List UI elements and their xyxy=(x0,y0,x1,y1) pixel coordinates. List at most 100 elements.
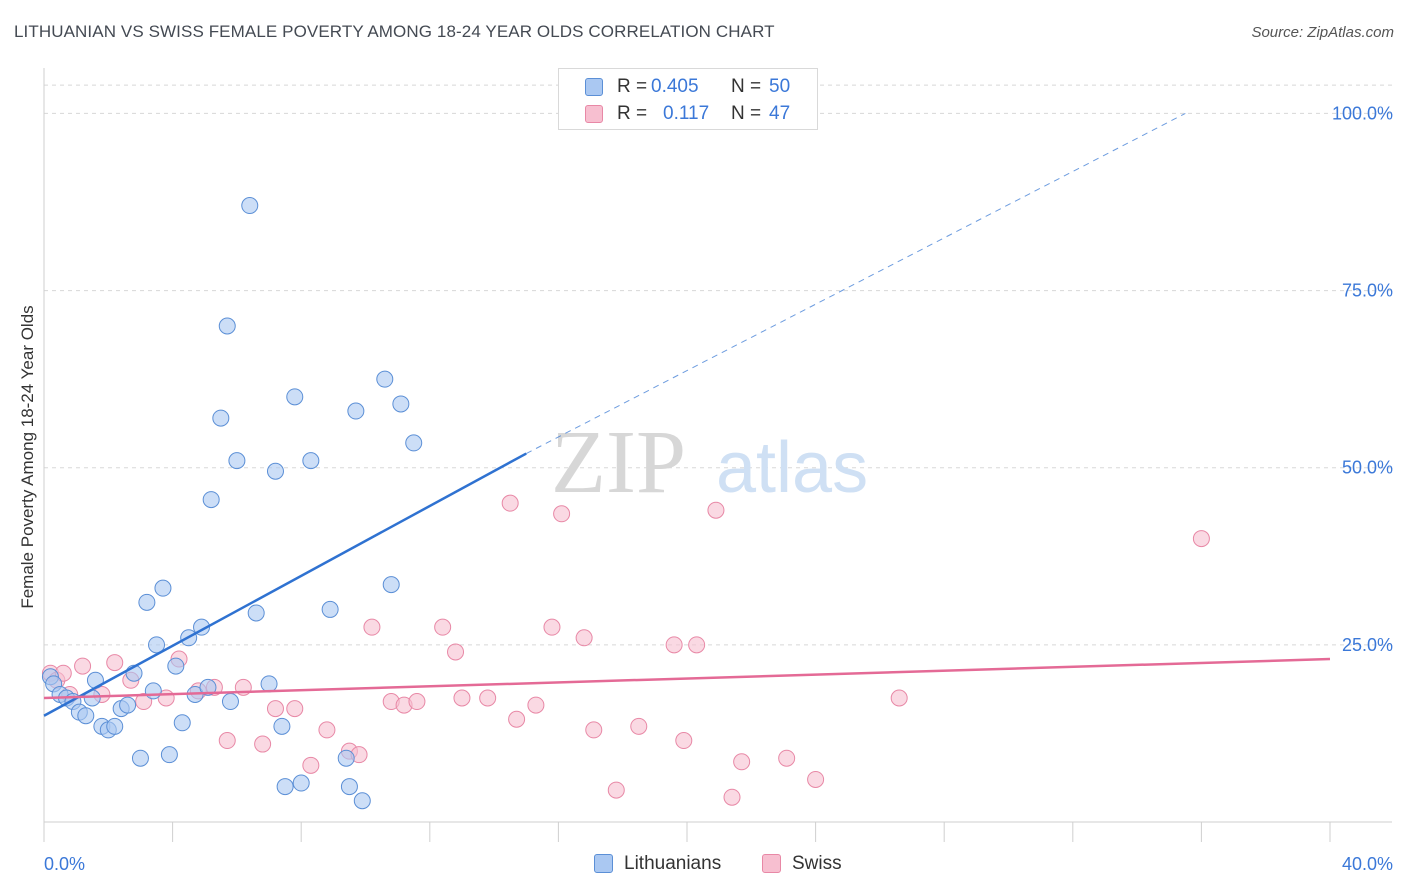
legend-swatch-blue xyxy=(585,78,603,96)
lithuanian-point xyxy=(119,696,137,714)
lithuanian-point xyxy=(228,452,246,470)
lithuanian-point xyxy=(376,370,394,388)
lithuanian-trend-line xyxy=(43,452,527,717)
lithuanian-point xyxy=(173,714,191,732)
swiss-point xyxy=(408,693,426,711)
swiss-point xyxy=(479,689,497,707)
lithuanian-point xyxy=(347,402,365,420)
y-tick-label: 75.0% xyxy=(1342,281,1393,301)
swiss-point xyxy=(778,749,796,767)
watermark-atlas: atlas xyxy=(716,428,868,508)
legend-n-value: 50 xyxy=(769,76,791,97)
lithuanian-point xyxy=(221,693,239,711)
x-tick-label: 40.0% xyxy=(1342,854,1393,874)
legend-swatch-blue xyxy=(594,854,613,873)
y-tick-label: 25.0% xyxy=(1342,635,1393,655)
lithuanian-point xyxy=(392,395,410,413)
lithuanian-point xyxy=(273,717,291,735)
lithuanian-point xyxy=(353,792,371,810)
swiss-point xyxy=(890,689,908,707)
swiss-point xyxy=(106,654,124,672)
watermark: ZIP atlas xyxy=(551,413,868,512)
y-tick-label: 100.0% xyxy=(1332,103,1393,123)
swiss-point xyxy=(318,721,336,739)
swiss-point xyxy=(1192,530,1210,548)
swiss-point xyxy=(135,693,153,711)
lithuanian-point xyxy=(154,579,172,597)
legend-r-value: 0.405 xyxy=(651,76,699,97)
lithuanian-point xyxy=(138,593,156,611)
swiss-point xyxy=(286,700,304,718)
swiss-point xyxy=(434,618,452,636)
swiss-point xyxy=(665,636,683,654)
swiss-point xyxy=(630,717,648,735)
lithuanian-point xyxy=(202,491,220,509)
lithuanian-point xyxy=(260,675,278,693)
swiss-point xyxy=(501,494,519,512)
swiss-point xyxy=(218,732,236,750)
legend-n-label: N = xyxy=(731,76,762,97)
swiss-point xyxy=(733,753,751,771)
swiss-point xyxy=(447,643,465,661)
lithuanian-point xyxy=(144,682,162,700)
legend-r-value: 0.117 xyxy=(663,103,710,124)
watermark-zip: ZIP xyxy=(551,413,686,512)
chart-source: Source: ZipAtlas.com xyxy=(1251,24,1394,41)
chart-title: LITHUANIAN VS SWISS FEMALE POVERTY AMONG… xyxy=(14,22,775,41)
lithuanian-point xyxy=(167,657,185,675)
swiss-point xyxy=(807,770,825,788)
swiss-point xyxy=(607,781,625,799)
tick-labels: 25.0% 50.0% 75.0% 100.0% 0.0% 40.0% xyxy=(44,103,1393,874)
swiss-point xyxy=(302,756,320,774)
legend-swatch-pink xyxy=(762,854,781,873)
lithuanian-point xyxy=(276,778,294,796)
lithuanian-point xyxy=(302,452,320,470)
swiss-point xyxy=(543,618,561,636)
lithuanian-point xyxy=(160,746,178,764)
swiss-point xyxy=(707,501,725,519)
legend-swatch-pink xyxy=(585,105,603,123)
swiss-trend-line xyxy=(43,657,1331,700)
lithuanian-point xyxy=(382,576,400,594)
swiss-point xyxy=(254,735,272,753)
swiss-point xyxy=(453,689,471,707)
trend-layer xyxy=(43,112,1331,717)
legend-label: Lithuanians xyxy=(624,853,722,874)
lithuanian-point xyxy=(292,774,310,792)
series-legend: Lithuanians Swiss xyxy=(0,852,1406,878)
swiss-point xyxy=(688,636,706,654)
swiss-point xyxy=(675,732,693,750)
swiss-point xyxy=(553,505,571,523)
axis-layer xyxy=(43,68,1392,842)
lithuanian-point xyxy=(337,749,355,767)
swiss-point xyxy=(363,618,381,636)
swiss-point xyxy=(527,696,545,714)
legend-n-value: 47 xyxy=(769,103,791,124)
lithuanian-point xyxy=(148,636,166,654)
swiss-point xyxy=(266,700,284,718)
points-layer xyxy=(41,197,1210,810)
lithuanian-point xyxy=(405,434,423,452)
lithuanian-point xyxy=(286,388,304,406)
lithuanian-point xyxy=(212,409,230,427)
lithuanian-point xyxy=(266,462,284,480)
lithuanian-trend-extension xyxy=(526,112,1186,454)
legend-r-label: R = xyxy=(617,76,648,97)
swiss-point xyxy=(508,710,526,728)
lithuanian-point xyxy=(340,778,358,796)
y-tick-label: 50.0% xyxy=(1342,458,1393,478)
legend-n-label: N = xyxy=(731,103,762,124)
lithuanian-point xyxy=(106,717,124,735)
x-tick-label: 0.0% xyxy=(44,854,85,874)
lithuanian-point xyxy=(199,678,217,696)
swiss-point xyxy=(723,788,741,806)
lithuanian-point xyxy=(218,317,236,335)
correlation-legend: R = 0.405 N = 50 R = 0.117 N = 47 xyxy=(558,68,818,130)
legend-r-label: R = xyxy=(617,103,648,124)
lithuanian-point xyxy=(247,604,265,622)
swiss-point xyxy=(575,629,593,647)
swiss-point xyxy=(585,721,603,739)
lithuanian-point xyxy=(241,197,259,215)
lithuanian-point xyxy=(77,707,95,725)
